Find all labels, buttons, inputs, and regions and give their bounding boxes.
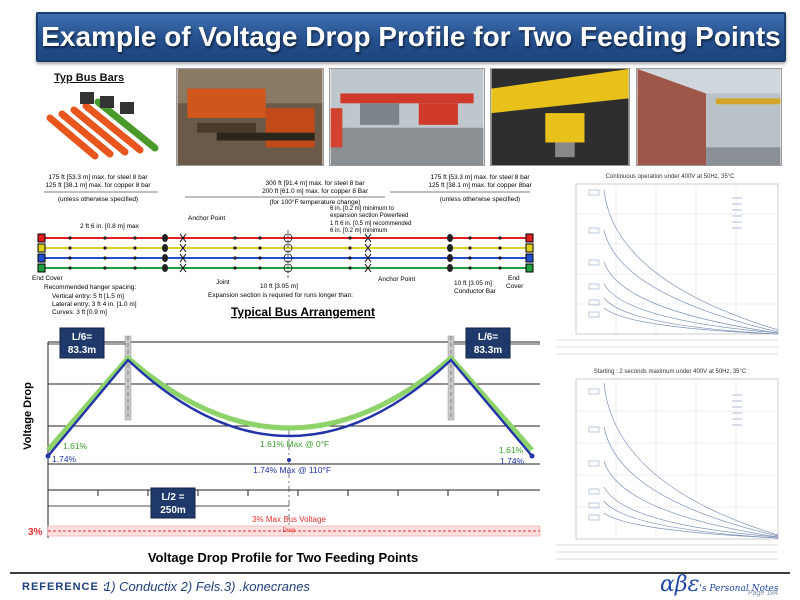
blue-left-value: 1.74% bbox=[52, 454, 77, 464]
left-top-note-2: 125 ft [38.1 m] max. for copper 8 bar bbox=[45, 182, 151, 189]
continuous-operation-chart: Continuous operation under 400V at 50Hz,… bbox=[554, 170, 786, 356]
green-right-value: 1.61% bbox=[499, 445, 524, 455]
expansion-note-2: expansion section Powerfeed bbox=[330, 213, 408, 219]
l6-left-line1: L/6= bbox=[72, 332, 92, 343]
continuous-chart-title: Continuous operation under 400V at 50Hz,… bbox=[606, 174, 735, 180]
blue-right-value: 1.74% bbox=[500, 456, 525, 466]
page-title: Example of Voltage Drop Profile for Two … bbox=[41, 21, 781, 52]
voltage-drop-profile: L/6= 83.3m L/6= 83.3m L/2 = 250m 1.61% 1… bbox=[22, 327, 541, 565]
crane-photo-4 bbox=[636, 68, 782, 166]
joint-label: Joint bbox=[216, 279, 230, 286]
reference-items: 1) Conductix 2) Fels.3) .konecranes bbox=[104, 579, 310, 594]
page-number: Page 184 bbox=[748, 590, 778, 597]
bus-bars-label: Typ Bus Bars bbox=[54, 72, 125, 84]
anchor-point-top: Anchor Point bbox=[188, 215, 225, 222]
expansion-note-3: 1 ft 6 in. [0.5 m] recommended bbox=[330, 221, 411, 227]
spacing-note: 2 ft 6 in. [0.8 m] max bbox=[80, 223, 140, 230]
expansion-note-1: 6 in. [0.2 m] minimum to bbox=[330, 206, 395, 212]
l6-right-line2: 83.3m bbox=[474, 345, 502, 356]
mid-top-note-1: 300 ft [91.4 m] max. for steel 8 bar bbox=[266, 180, 366, 187]
conductor-bar-label: Conductor Bar bbox=[454, 288, 497, 295]
brand-text: 's Personal Notes bbox=[699, 584, 779, 594]
anchor-point-bottom: Anchor Point bbox=[378, 276, 415, 283]
green-left-value: 1.61% bbox=[63, 441, 88, 451]
l2-line2: 250m bbox=[160, 505, 186, 516]
starting-chart-title: Starting : 2 seconds maximum under 400V … bbox=[594, 369, 747, 375]
right-top-note-1: 175 ft [53.3 m] max. for steel 8 bar bbox=[431, 174, 531, 181]
crane-photo-2 bbox=[329, 68, 485, 166]
bus-bars-image bbox=[40, 68, 168, 166]
three-percent-label: 3% bbox=[28, 527, 43, 538]
reference-label: REFERENCE : bbox=[22, 581, 108, 593]
title-banner: Example of Voltage Drop Profile for Two … bbox=[36, 12, 786, 62]
max-bus-voltage-sub: Drop bbox=[282, 528, 296, 534]
blue-mid-value: 1.74% Max @ 110°F bbox=[253, 465, 331, 475]
end-cover-left: End Cover bbox=[32, 275, 64, 282]
crane-photo-1 bbox=[176, 68, 324, 166]
ten-ft-mid: 10 ft [3.05 m] bbox=[260, 283, 298, 290]
left-top-note-3: (unless otherwise specified) bbox=[58, 196, 138, 203]
hanger-vertical: Vertical entry: 5 ft [1.5 m] bbox=[52, 293, 124, 300]
hanger-spacing-title: Recommended hanger spacing: bbox=[44, 284, 136, 291]
arrangement-heading: Typical Bus Arrangement bbox=[231, 305, 375, 319]
bus-arrangement-diagram: 175 ft [53.3 m] max. for steel 8 bar 125… bbox=[32, 174, 534, 319]
l6-left-line2: 83.3m bbox=[68, 345, 96, 356]
y-axis-label: Voltage Drop bbox=[22, 382, 34, 450]
starting-chart: Starting : 2 seconds maximum under 400V … bbox=[554, 365, 786, 565]
right-top-note-3: (unless otherwise specified) bbox=[440, 196, 520, 203]
end-cover-right-2: Cover bbox=[506, 283, 524, 290]
brand-mark: αβε bbox=[660, 572, 700, 597]
mid-top-note-3: (for 100°F temperature change) bbox=[269, 198, 360, 206]
expansion-note-4: 6 in. [0.2 m] minimum bbox=[330, 228, 387, 234]
crane-photo-3 bbox=[490, 68, 630, 166]
profile-title: Voltage Drop Profile for Two Feeding Poi… bbox=[148, 550, 418, 565]
l2-line1: L/2 = bbox=[161, 492, 184, 503]
max-bus-voltage-label: 3% Max Bus Voltage bbox=[252, 515, 326, 524]
l6-right-line1: L/6= bbox=[478, 332, 498, 343]
green-mid-value: 1.61% Max @ 0°F bbox=[260, 439, 329, 449]
expansion-requirement: Expansion section is required for runs l… bbox=[208, 292, 353, 299]
right-top-note-2: 125 ft [38.1 m] max. for copper 8bar bbox=[428, 182, 532, 189]
hanger-curves: Curves: 3 ft [0.9 m] bbox=[52, 309, 107, 316]
hanger-lateral: Lateral entry: 3 ft 4 in. [1.0 m] bbox=[52, 301, 137, 308]
brand-logo: αβε 's Personal Notes bbox=[660, 572, 778, 597]
footer-divider bbox=[10, 572, 790, 574]
end-cover-right-1: End bbox=[508, 275, 520, 282]
mid-top-note-2: 200 ft [61.0 m] max. for copper 8 Bar bbox=[262, 188, 369, 195]
left-top-note-1: 175 ft [53.3 m] max. for steel 8 bar bbox=[49, 174, 149, 181]
ten-ft-right: 10 ft [3.05 m] bbox=[454, 280, 492, 287]
